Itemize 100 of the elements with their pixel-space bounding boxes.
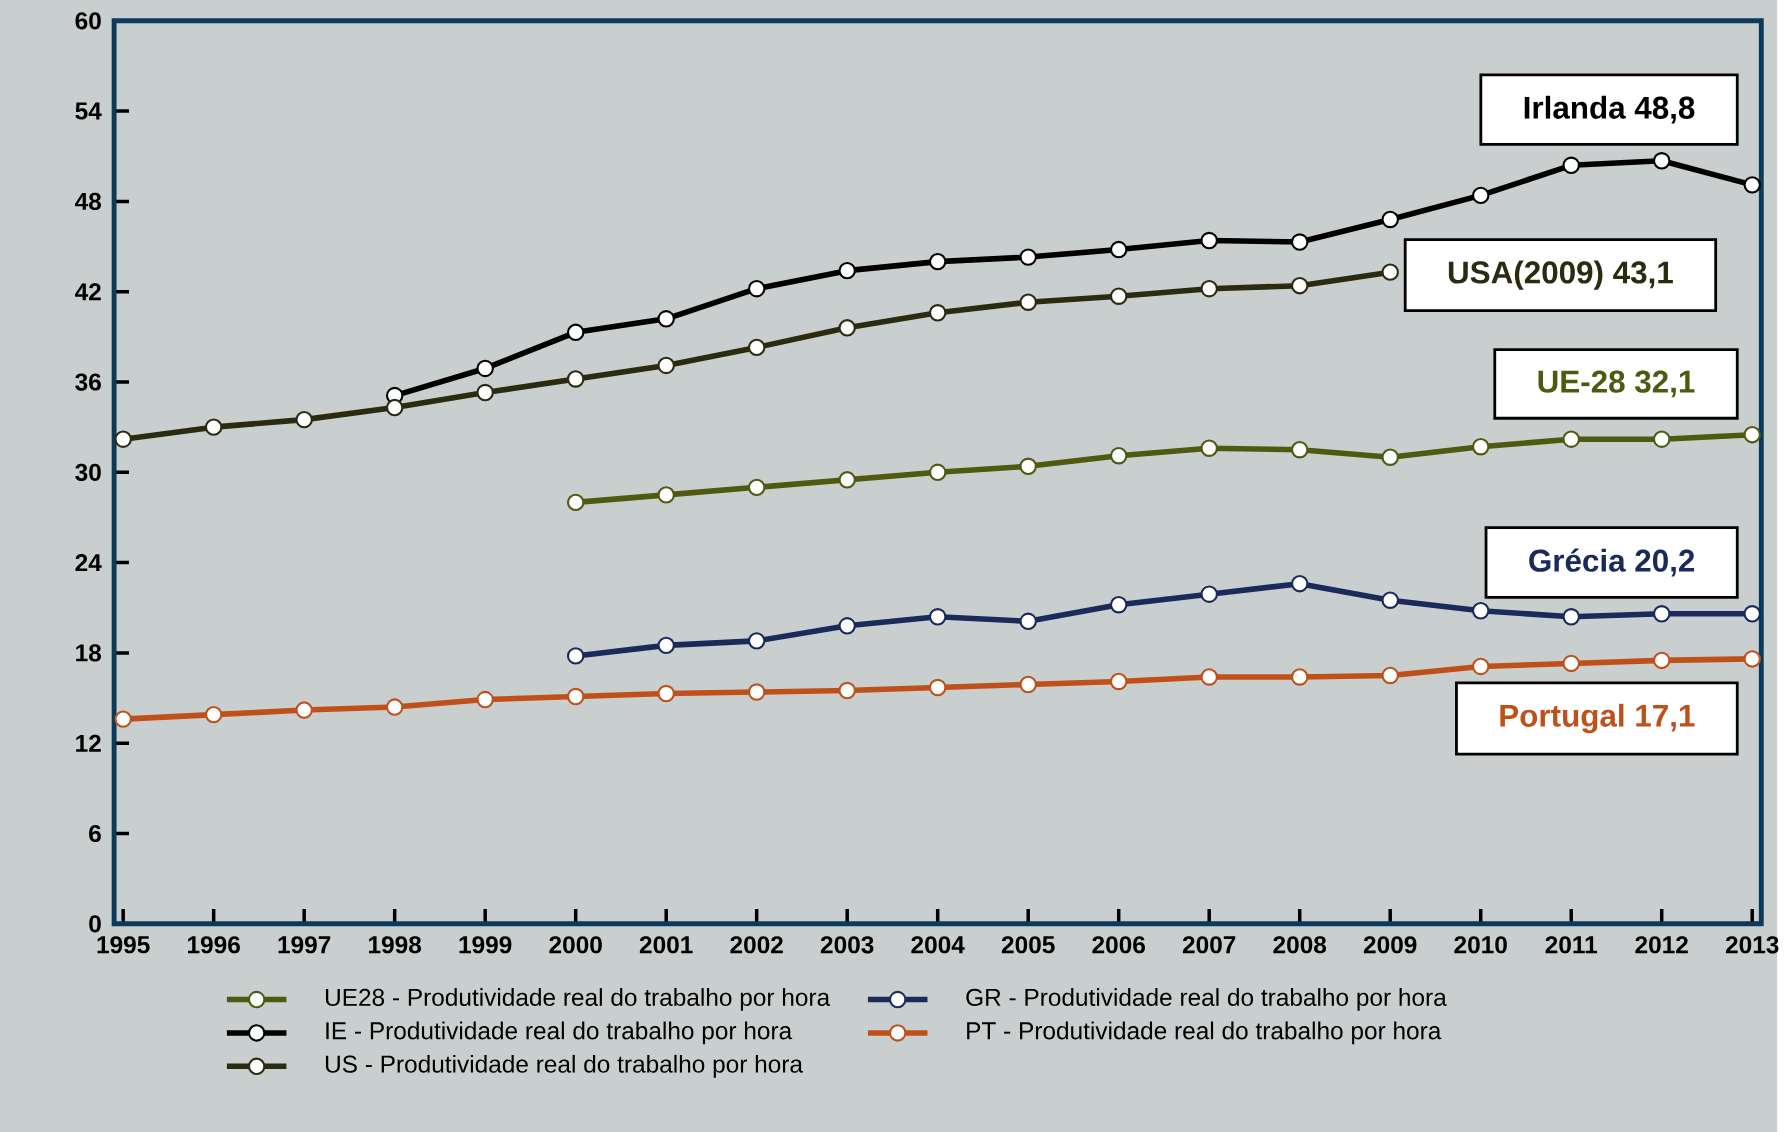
point — [838, 471, 856, 489]
point — [1109, 595, 1128, 614]
point — [1743, 650, 1761, 668]
point — [1653, 430, 1671, 448]
point — [1200, 439, 1218, 457]
point — [385, 398, 404, 417]
point — [657, 684, 675, 703]
point — [1290, 668, 1309, 686]
x-tick-label: 2008 — [1273, 936, 1327, 954]
x-tick-label: 2005 — [1001, 936, 1055, 954]
point — [657, 636, 675, 655]
point — [1472, 601, 1490, 620]
y-tick-label: 48 — [75, 192, 102, 210]
point — [1019, 248, 1037, 266]
legend-label: PT - Produtividade real do trabalho por hora — [967, 1021, 1442, 1045]
x-tick-label: 1998 — [369, 936, 422, 954]
annotation: Irlanda 48,8 — [1524, 95, 1695, 124]
point — [114, 710, 132, 728]
x-tick-label: 2004 — [911, 936, 965, 954]
point — [657, 486, 675, 504]
point — [838, 261, 856, 280]
point — [1019, 457, 1037, 475]
point — [1472, 437, 1490, 456]
point — [1109, 240, 1128, 259]
point — [1381, 210, 1399, 229]
point — [747, 683, 766, 701]
annotation: UE-28 32,1 — [1538, 370, 1695, 398]
point — [928, 607, 947, 626]
x-tick-label: 1999 — [459, 936, 512, 954]
x-tick-label: 2002 — [730, 936, 783, 954]
point — [747, 338, 766, 357]
point — [1743, 425, 1761, 444]
y-tick-label: 42 — [75, 283, 101, 301]
point — [1290, 233, 1309, 251]
point — [928, 303, 947, 322]
point — [1743, 604, 1761, 623]
point — [1109, 446, 1128, 465]
x-tick-label: 2001 — [639, 936, 693, 954]
point — [657, 309, 675, 328]
point — [1743, 176, 1761, 194]
point — [928, 463, 947, 481]
point — [295, 701, 313, 719]
point — [476, 690, 494, 709]
point — [204, 705, 223, 724]
x-tick-label: 2010 — [1454, 936, 1507, 954]
point — [476, 383, 494, 402]
y-tick-label: 24 — [75, 554, 102, 572]
x-tick-label: 2011 — [1545, 936, 1598, 954]
point — [747, 279, 766, 298]
point — [1200, 585, 1218, 603]
x-tick-label: 1997 — [278, 936, 331, 954]
point — [928, 678, 947, 697]
legend-label: IE - Produtividade real do trabalho por hora — [326, 1021, 793, 1045]
point — [566, 687, 585, 706]
point — [566, 493, 585, 512]
point — [1200, 231, 1218, 250]
point — [204, 418, 223, 436]
point — [1381, 263, 1399, 281]
x-tick-label: 2007 — [1182, 936, 1236, 954]
point — [1653, 151, 1671, 170]
point — [838, 319, 856, 337]
x-tick-label: 2012 — [1635, 936, 1688, 954]
legend-label: UE28 - Produtividade real do trabalho por hora — [325, 988, 831, 1011]
point — [1019, 612, 1037, 630]
point — [1200, 668, 1218, 686]
point — [928, 252, 947, 271]
y-tick-label: 12 — [76, 734, 101, 752]
point — [1381, 666, 1399, 685]
point — [657, 356, 675, 375]
point — [1109, 672, 1128, 691]
point — [1472, 657, 1490, 676]
point — [747, 478, 766, 496]
x-tick-label: 1995 — [97, 936, 150, 954]
point — [295, 410, 313, 429]
x-tick-label: 2000 — [549, 936, 602, 954]
point — [385, 698, 404, 716]
point — [566, 647, 585, 665]
point — [1562, 607, 1580, 626]
point — [1200, 279, 1218, 298]
annotation: Portugal 17,1 — [1500, 703, 1695, 734]
x-tick-label: 2013 — [1725, 936, 1779, 954]
point — [1290, 276, 1309, 295]
annotation: USA(2009) 43,1 — [1448, 260, 1673, 290]
x-tick-label: 2006 — [1092, 936, 1145, 954]
y-tick-label: 36 — [75, 373, 101, 391]
point — [1381, 591, 1399, 609]
point — [838, 617, 856, 635]
y-tick-label: 18 — [76, 644, 102, 662]
point — [566, 323, 585, 341]
y-tick-label: 6 — [89, 824, 101, 843]
point — [1019, 675, 1037, 694]
point — [747, 632, 766, 650]
point — [1562, 654, 1580, 673]
point — [566, 370, 585, 388]
legend-label: US - Produtividade real do trabalho por hora — [325, 1054, 803, 1078]
legend-label: GR - Produtividade real do trabalho por hora — [966, 988, 1447, 1011]
point — [1472, 186, 1490, 205]
point — [1381, 448, 1399, 466]
y-tick-label: 0 — [89, 915, 101, 933]
point — [1290, 440, 1309, 459]
